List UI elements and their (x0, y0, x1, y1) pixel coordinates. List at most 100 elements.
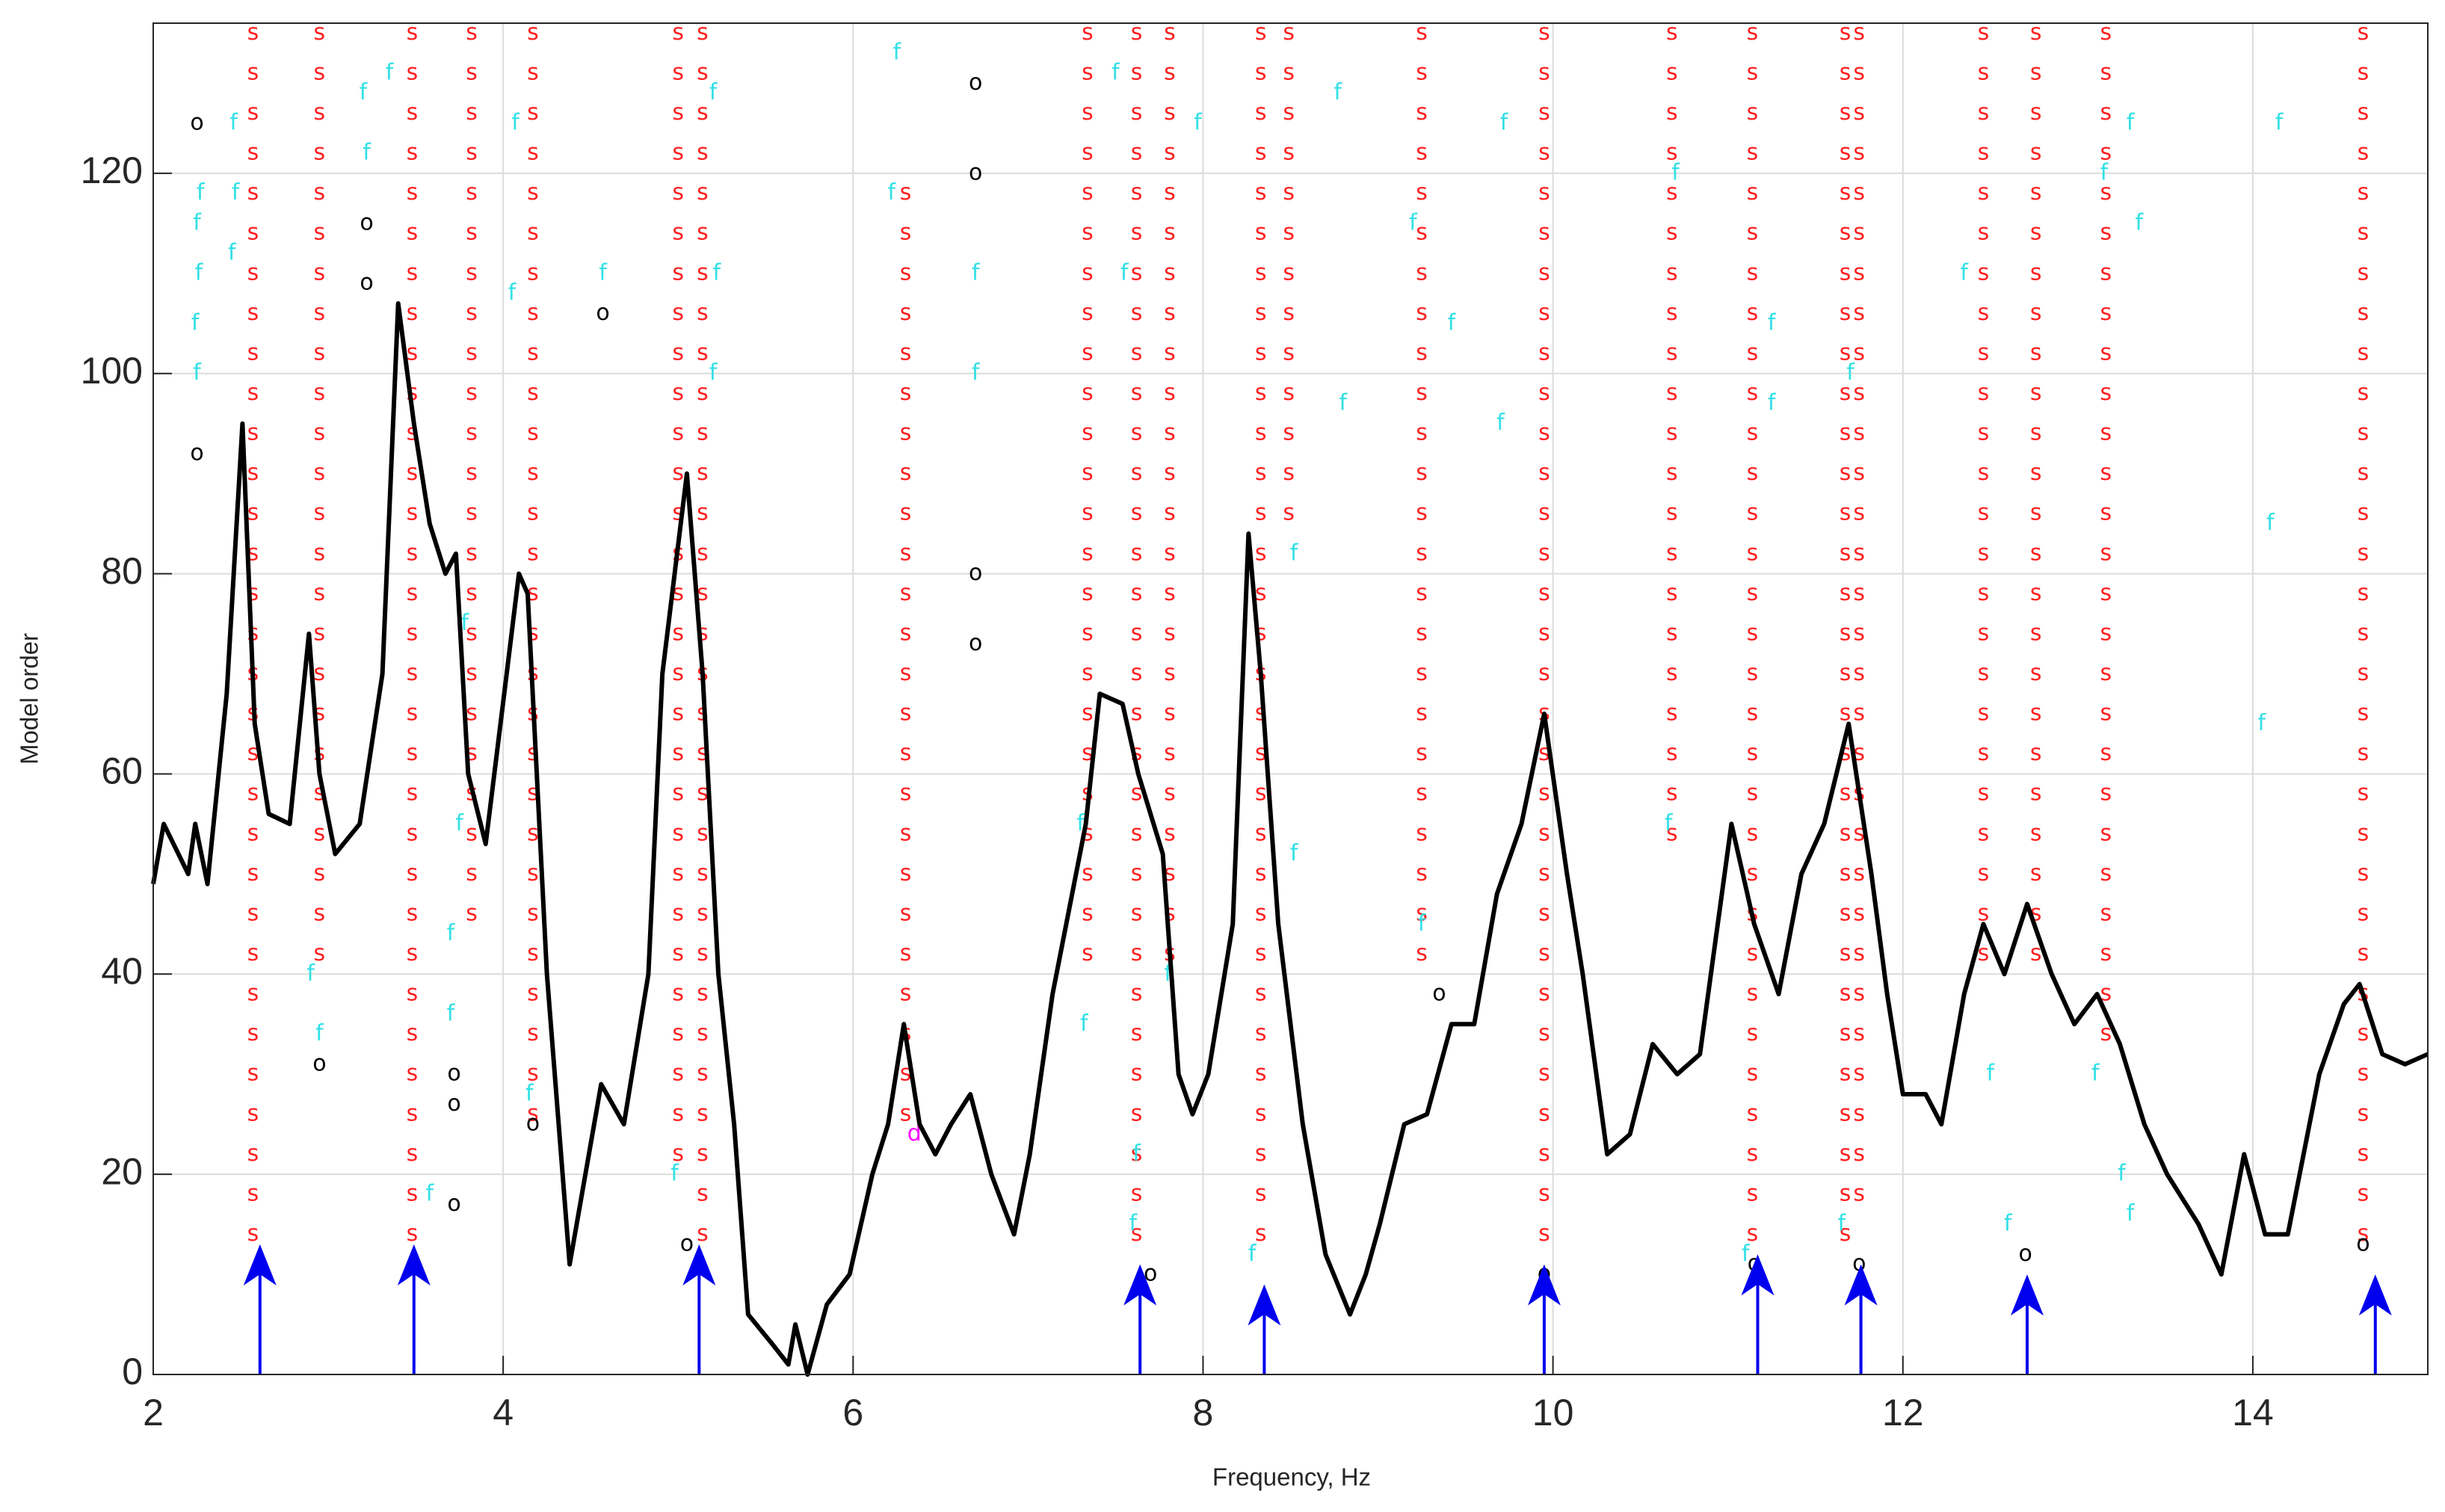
pole-marker: s (672, 981, 684, 1007)
pole-marker: s (697, 140, 709, 166)
pole-marker: s (247, 179, 259, 206)
pole-marker: s (2358, 1141, 2370, 1167)
pole-marker: s (1666, 580, 1678, 606)
pole-marker: s (247, 420, 259, 446)
pole-marker: s (407, 1221, 419, 1247)
pole-marker: s (2100, 259, 2112, 286)
pole-marker: s (672, 820, 684, 846)
pole-marker: s (900, 780, 912, 806)
pole-marker: s (1978, 380, 1990, 406)
pole-marker: s (672, 1141, 684, 1167)
pole-marker: s (2030, 59, 2042, 85)
pole-marker: s (1747, 380, 1759, 406)
pole-marker: f (1500, 109, 1509, 135)
pole-marker: s (1853, 1061, 1865, 1087)
pole-marker: s (1131, 860, 1143, 886)
pole-marker: s (2030, 420, 2042, 446)
pole-marker: s (1747, 860, 1759, 886)
pole-marker: s (1255, 940, 1267, 966)
pole-marker: s (314, 59, 326, 85)
pole-marker: s (1666, 140, 1678, 166)
pole-marker: s (527, 500, 539, 526)
pole-marker: s (1666, 700, 1678, 726)
pole-marker: s (1853, 59, 1865, 85)
pole-marker: s (697, 19, 709, 46)
pole-marker: s (1164, 700, 1176, 726)
pole-marker: f (972, 360, 981, 386)
pole-marker: o (1144, 1261, 1157, 1287)
pole-marker: f (1194, 109, 1203, 135)
pole-marker: s (247, 900, 259, 926)
pole-marker: s (2030, 620, 2042, 646)
pole-marker: s (1416, 140, 1428, 166)
pole-marker: s (1082, 500, 1094, 526)
pole-marker: s (672, 940, 684, 966)
pole-marker: s (697, 780, 709, 806)
pole-marker: f (1960, 259, 1969, 286)
pole-marker: s (527, 259, 539, 286)
pole-marker: s (1747, 820, 1759, 846)
pole-marker: s (1164, 19, 1176, 46)
pole-marker: s (900, 900, 912, 926)
pole-marker: s (466, 540, 478, 566)
pole-marker: s (1131, 460, 1143, 486)
pole-marker: s (697, 460, 709, 486)
pole-marker: s (900, 700, 912, 726)
pole-marker: f (447, 1000, 456, 1026)
pole-marker: s (247, 860, 259, 886)
pole-marker: s (1164, 820, 1176, 846)
pole-marker: s (1255, 420, 1267, 446)
pole-marker: s (2100, 19, 2112, 46)
pole-marker: s (1747, 259, 1759, 286)
pole-marker: s (697, 259, 709, 286)
pole-marker: s (1131, 380, 1143, 406)
pole-marker: s (314, 420, 326, 446)
pole-marker: s (1131, 259, 1143, 286)
pole-marker: s (2358, 860, 2370, 886)
pole-marker: s (672, 99, 684, 126)
pole-marker: s (2030, 179, 2042, 206)
pole-marker: s (672, 259, 684, 286)
spectrum-line (151, 300, 2429, 1377)
pole-marker: s (2100, 140, 2112, 166)
pole-marker: s (1082, 99, 1094, 126)
pole-marker: s (672, 740, 684, 766)
pole-marker: s (900, 300, 912, 326)
pole-marker: s (900, 259, 912, 286)
pole-marker: s (2030, 780, 2042, 806)
pole-marker: s (407, 900, 419, 926)
pole-marker: s (1082, 860, 1094, 886)
pole-marker: s (1538, 1020, 1550, 1046)
pole-marker: s (247, 220, 259, 246)
pole-marker: s (1840, 1061, 1852, 1087)
pole-marker: s (1416, 460, 1428, 486)
pole-marker: s (1416, 860, 1428, 886)
pole-marker: s (2100, 540, 2112, 566)
pole-marker: s (697, 1141, 709, 1167)
pole-marker: s (1131, 300, 1143, 326)
pole-marker: s (407, 820, 419, 846)
pole-marker: s (2100, 420, 2112, 446)
pole-marker: s (527, 540, 539, 566)
pole-marker: s (1978, 500, 1990, 526)
pole-marker: s (1840, 59, 1852, 85)
pole-marker: f (893, 40, 902, 66)
pole-marker: s (247, 1141, 259, 1167)
pole-marker: s (247, 1020, 259, 1046)
pole-marker: s (697, 820, 709, 846)
pole-marker: s (1131, 339, 1143, 365)
pole-marker: s (1978, 140, 1990, 166)
pole-marker: s (1853, 420, 1865, 446)
pole-marker: s (1853, 1141, 1865, 1167)
pole-marker: s (1853, 460, 1865, 486)
pole-marker: s (1747, 179, 1759, 206)
pole-marker: s (2100, 700, 2112, 726)
pole-marker: s (466, 500, 478, 526)
pole-marker: s (1666, 259, 1678, 286)
pole-marker: s (2030, 500, 2042, 526)
pole-marker: s (1853, 140, 1865, 166)
pole-marker: f (508, 280, 517, 306)
pole-marker: s (1978, 460, 1990, 486)
pole-marker: s (672, 860, 684, 886)
